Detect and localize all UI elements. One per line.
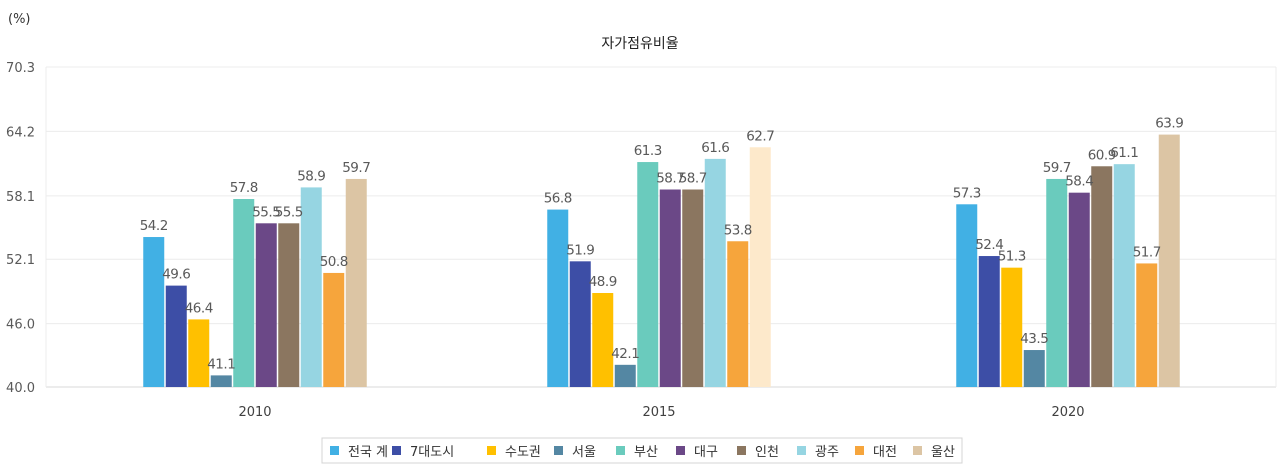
data-label: 58.7 xyxy=(656,171,684,187)
data-label: 56.8 xyxy=(544,191,572,207)
legend-swatch xyxy=(330,446,339,455)
data-label: 60.9 xyxy=(1088,147,1116,163)
data-label: 63.9 xyxy=(1155,116,1183,132)
bar-2010-9 xyxy=(345,178,367,387)
bar-2020-4 xyxy=(1046,178,1068,387)
bar-2010-7 xyxy=(300,187,322,387)
legend-label: 서울 xyxy=(572,445,596,460)
bar-2010-5 xyxy=(255,223,277,387)
data-label: 51.3 xyxy=(998,249,1026,265)
data-label: 46.4 xyxy=(185,300,213,316)
x-tick-label: 2015 xyxy=(642,405,675,420)
bar-2015-5 xyxy=(659,189,681,387)
bar-2010-0 xyxy=(143,237,165,387)
bar-2020-5 xyxy=(1068,192,1090,387)
y-tick-label: 58.1 xyxy=(6,190,35,205)
data-label: 58.7 xyxy=(679,171,707,187)
legend-swatch xyxy=(487,446,496,455)
bar-2015-3 xyxy=(614,364,636,387)
bar-2015-9 xyxy=(749,147,771,387)
bar-2010-8 xyxy=(323,272,345,387)
x-axis-labels: 2010 2015 2020 xyxy=(238,405,1084,420)
bar-2015-2 xyxy=(592,293,614,387)
bar-2015-1 xyxy=(569,261,591,387)
y-tick-label: 64.2 xyxy=(6,125,35,140)
data-label: 48.9 xyxy=(589,274,617,290)
legend-label: 대구 xyxy=(694,445,718,460)
y-tick-label: 70.3 xyxy=(6,61,35,76)
data-label: 59.7 xyxy=(1043,160,1071,176)
data-label: 55.5 xyxy=(252,204,280,220)
legend: 전국 계 7대도시 수도권 서울 부산 대구 인천 광주 대전 울산 xyxy=(321,437,963,464)
data-label: 49.6 xyxy=(162,267,190,283)
y-tick-label: 46.0 xyxy=(6,318,35,333)
legend-label: 7대도시 xyxy=(410,445,454,460)
legend-label: 인천 xyxy=(755,445,779,460)
legend-swatch xyxy=(616,446,625,455)
legend-swatch xyxy=(554,446,563,455)
data-label: 62.7 xyxy=(746,128,774,144)
data-label: 53.8 xyxy=(724,222,752,238)
bar-2020-1 xyxy=(978,256,1000,387)
legend-label: 대전 xyxy=(873,445,897,460)
data-label: 61.3 xyxy=(634,143,662,159)
data-label: 51.7 xyxy=(1133,244,1161,260)
data-label: 57.3 xyxy=(953,185,981,201)
data-label: 58.4 xyxy=(1065,174,1093,190)
bar-2010-4 xyxy=(233,199,255,387)
bar-2010-6 xyxy=(278,223,300,387)
bars xyxy=(143,134,1180,387)
bar-2010-2 xyxy=(188,319,210,387)
bar-2020-6 xyxy=(1091,166,1113,387)
y-tick-label: 40.0 xyxy=(6,381,35,396)
x-tick-label: 2020 xyxy=(1051,405,1084,420)
data-label: 50.8 xyxy=(320,254,348,270)
data-label: 54.2 xyxy=(140,218,168,234)
bar-2015-7 xyxy=(704,158,726,387)
bar-2010-3 xyxy=(210,375,232,387)
legend-label: 수도권 xyxy=(505,445,541,460)
legend-swatch xyxy=(737,446,746,455)
data-labels: 54.2 49.6 46.4 41.1 57.8 55.555.5 58.9 50.8 59.7… xyxy=(140,116,1184,373)
bar-2020-0 xyxy=(956,204,978,387)
legend-label: 부산 xyxy=(634,445,658,460)
chart-title: 자가점유비율 xyxy=(601,36,678,52)
bar-2020-9 xyxy=(1158,134,1180,387)
data-label: 42.1 xyxy=(611,346,639,362)
y-axis-unit-label: (%) xyxy=(8,12,31,27)
data-label: 51.9 xyxy=(566,242,594,258)
data-label: 52.4 xyxy=(975,237,1003,253)
data-label: 59.7 xyxy=(342,160,370,176)
legend-swatch xyxy=(392,446,401,455)
data-label: 61.1 xyxy=(1110,145,1138,161)
legend-label: 전국 계 xyxy=(348,445,388,460)
bar-2020-2 xyxy=(1001,267,1023,387)
bar-2015-6 xyxy=(682,189,704,387)
legend-swatch xyxy=(855,446,864,455)
legend-swatch xyxy=(797,446,806,455)
y-axis-ticks: 40.0 46.0 52.1 58.1 64.2 70.3 xyxy=(6,61,35,396)
data-label: 61.6 xyxy=(701,140,729,156)
bar-2020-7 xyxy=(1113,164,1135,387)
data-label: 58.9 xyxy=(297,168,325,184)
data-label: 57.8 xyxy=(230,180,258,196)
bar-2015-0 xyxy=(547,209,569,387)
bar-2015-4 xyxy=(637,162,659,387)
data-label: 41.1 xyxy=(207,356,235,372)
legend-label: 울산 xyxy=(931,445,955,460)
bar-2010-1 xyxy=(165,285,187,387)
x-tick-label: 2010 xyxy=(238,405,271,420)
legend-swatch xyxy=(913,446,922,455)
bar-2015-8 xyxy=(727,241,749,387)
legend-swatch xyxy=(676,446,685,455)
bar-2020-8 xyxy=(1136,263,1158,387)
y-tick-label: 52.1 xyxy=(6,253,35,268)
data-label: 55.5 xyxy=(275,204,303,220)
bar-2020-3 xyxy=(1023,350,1045,387)
legend-label: 광주 xyxy=(815,445,839,460)
data-label: 43.5 xyxy=(1020,331,1048,347)
